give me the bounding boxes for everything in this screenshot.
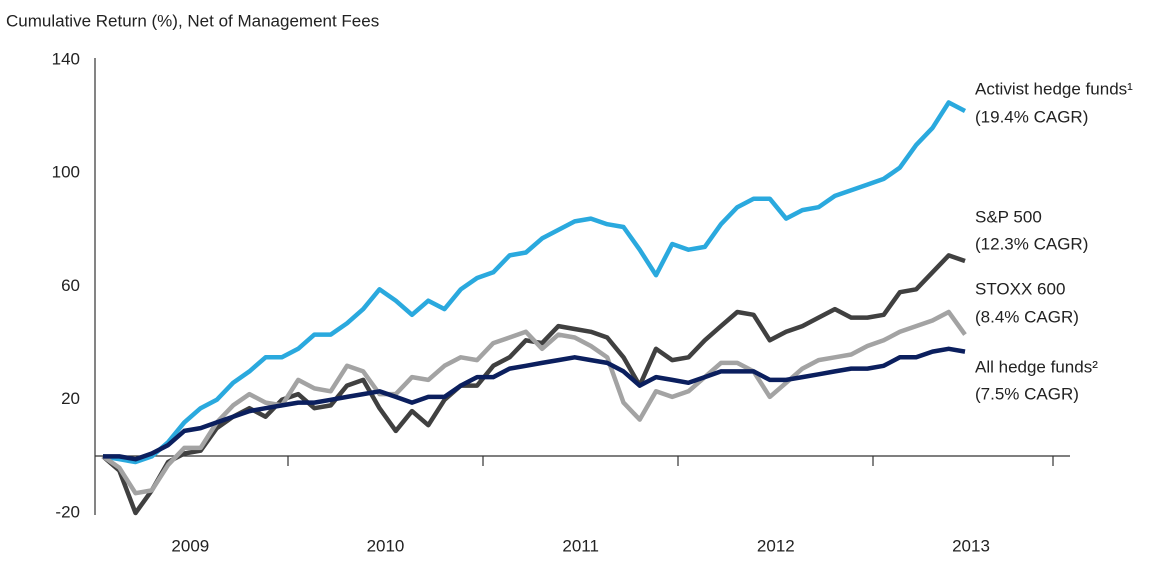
- x-tick-label: 2009: [171, 536, 209, 555]
- x-tick-label: 2011: [562, 536, 599, 555]
- series-note: (7.5% CAGR): [975, 384, 1079, 403]
- x-tick-label: 2013: [952, 536, 990, 555]
- series-line: [101, 309, 967, 496]
- series-note: (8.4% CAGR): [975, 307, 1079, 326]
- x-axis-ticks: [287, 456, 1054, 466]
- y-tick-label: 100: [52, 163, 80, 182]
- x-tick-label: 2012: [757, 536, 795, 555]
- series-note: (19.4% CAGR): [975, 107, 1088, 126]
- series-label: STOXX 600: [975, 279, 1065, 298]
- chart-title: Cumulative Return (%), Net of Management…: [6, 11, 379, 30]
- y-tick-label: -20: [55, 502, 80, 521]
- y-tick-label: 60: [61, 276, 80, 295]
- series-label: All hedge funds²: [975, 357, 1098, 376]
- series-line: [103, 346, 966, 462]
- series-note: (12.3% CAGR): [975, 234, 1088, 253]
- series-label: S&P 500: [975, 207, 1042, 226]
- y-tick-label: 140: [52, 49, 80, 68]
- series-line: [102, 100, 967, 465]
- x-tick-label: 2010: [367, 536, 405, 555]
- series-label: Activist hedge funds¹: [975, 79, 1133, 98]
- y-tick-label: 20: [61, 389, 80, 408]
